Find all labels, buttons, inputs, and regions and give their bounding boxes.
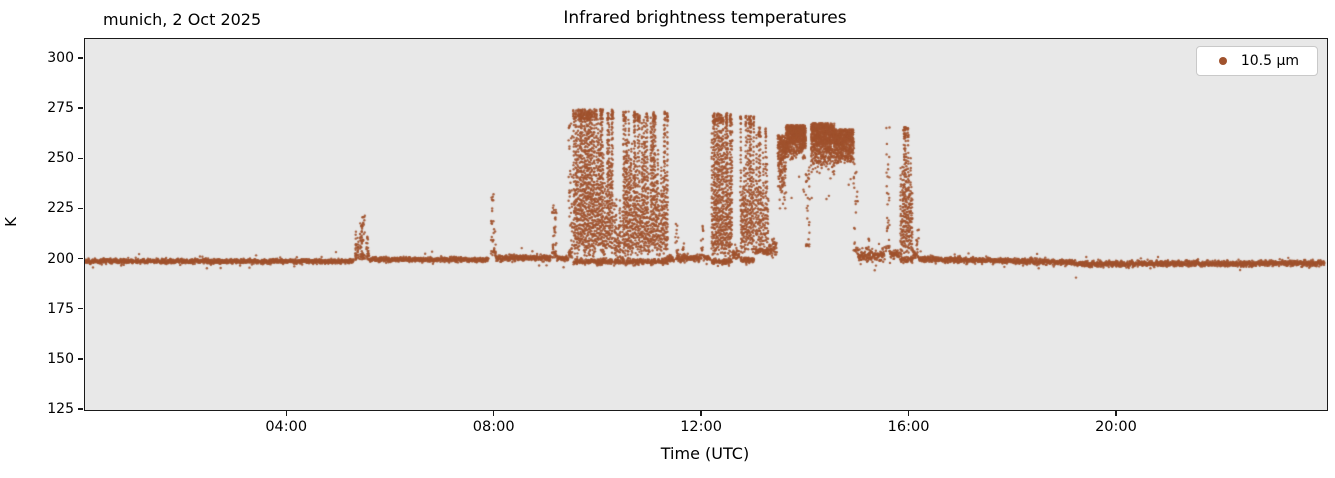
y-tick-label: 300: [47, 50, 74, 67]
legend-marker-icon: [1218, 57, 1227, 65]
plot-annotation: munich, 2 Oct 2025: [103, 10, 262, 29]
x-tick-label: 04:00: [265, 419, 308, 435]
y-tick-label: 275: [47, 100, 74, 117]
x-tick-mark: [492, 411, 495, 416]
y-tick-label: 175: [47, 300, 74, 317]
scatter-canvas: [84, 38, 1328, 411]
x-tick-mark: [285, 411, 287, 416]
plot-area: 10.5 μm: [84, 38, 1328, 411]
y-tick-mark: [78, 157, 83, 159]
x-tick-mark: [907, 411, 910, 416]
y-tick-label: 150: [47, 350, 74, 367]
x-tick-label: 12:00: [680, 419, 723, 435]
y-tick-mark: [78, 257, 83, 260]
y-tick-mark: [78, 107, 83, 109]
x-tick-label: 16:00: [887, 419, 930, 435]
y-tick-label: 250: [47, 150, 74, 167]
y-tick-mark: [78, 308, 83, 310]
y-tick-mark: [78, 408, 83, 410]
y-axis-label: K: [1, 217, 20, 227]
x-tick-mark: [1115, 411, 1117, 416]
y-tick-mark: [78, 358, 83, 360]
y-tick-label: 125: [47, 401, 74, 417]
x-tick-label: 08:00: [472, 419, 515, 435]
legend-label: 10.5 μm: [1240, 53, 1299, 69]
y-tick-label: 225: [47, 200, 74, 217]
x-tick-label: 20:00: [1095, 419, 1137, 435]
chart-title: Infrared brightness temperatures: [563, 8, 847, 28]
x-axis-label: Time (UTC): [660, 444, 750, 463]
x-tick-mark: [700, 411, 702, 416]
y-tick-label: 200: [47, 250, 74, 267]
y-tick-mark: [78, 57, 83, 59]
y-tick-mark: [78, 207, 83, 210]
legend: 10.5 μm: [1195, 46, 1318, 76]
